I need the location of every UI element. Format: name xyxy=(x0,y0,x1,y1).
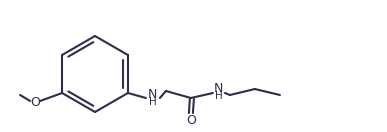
Text: H: H xyxy=(215,91,223,101)
Text: H: H xyxy=(149,97,157,107)
Text: N: N xyxy=(148,88,158,102)
Text: O: O xyxy=(187,114,196,126)
Text: O: O xyxy=(30,95,40,109)
Text: N: N xyxy=(214,82,224,95)
